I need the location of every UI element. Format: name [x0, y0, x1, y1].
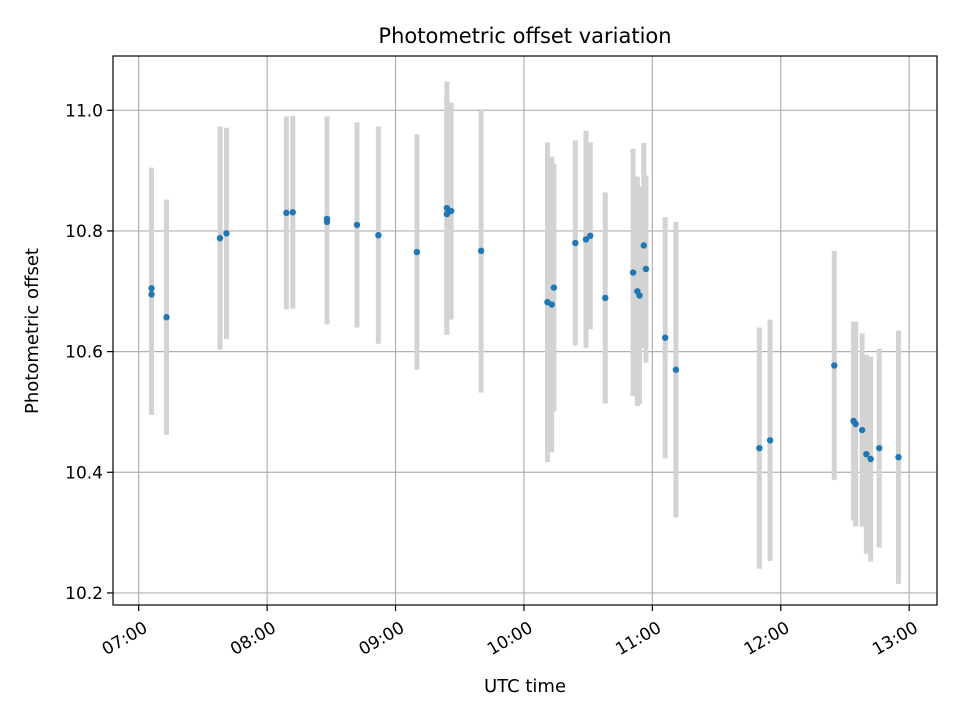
- data-point: [216, 234, 224, 242]
- data-point: [642, 265, 650, 273]
- x-tick-label: 09:00: [356, 618, 408, 660]
- x-axis-label: UTC time: [484, 676, 566, 697]
- data-point: [867, 455, 874, 463]
- data-point: [852, 420, 859, 428]
- data-point: [858, 426, 866, 434]
- x-tick-label: 10:00: [484, 618, 536, 660]
- data-point: [148, 285, 155, 292]
- x-tick-label: 08:00: [227, 618, 279, 660]
- data-point: [756, 444, 763, 452]
- x-tick-label: 11:00: [612, 618, 664, 660]
- data-point: [672, 366, 680, 373]
- y-axis-label: Photometric offset: [22, 248, 43, 414]
- data-point: [163, 314, 170, 321]
- data-point: [863, 450, 870, 458]
- y-tick-label: 10.6: [65, 343, 103, 363]
- data-point: [323, 215, 331, 223]
- data-point: [550, 284, 558, 291]
- y-tick-label: 10.4: [65, 463, 103, 483]
- x-tick-label: 07:00: [99, 618, 151, 660]
- data-point: [582, 236, 590, 243]
- y-tick-label: 10.8: [65, 222, 103, 242]
- data-point: [375, 231, 382, 239]
- data-point: [548, 301, 555, 308]
- data-point: [636, 292, 643, 299]
- data-point: [766, 437, 774, 444]
- data-point: [572, 239, 579, 247]
- data-point: [289, 209, 296, 216]
- plot-frame: [112, 55, 938, 606]
- data-points: [148, 204, 902, 463]
- data-point: [283, 209, 290, 217]
- data-point: [447, 207, 455, 215]
- chart-title: Photometric offset variation: [378, 24, 671, 48]
- x-tick-label: 12:00: [741, 618, 793, 660]
- data-point: [640, 242, 647, 249]
- data-point: [587, 232, 594, 239]
- data-point: [831, 362, 838, 369]
- error-bars: [149, 81, 901, 584]
- data-point: [148, 291, 155, 298]
- data-point: [353, 221, 361, 229]
- data-point: [629, 269, 637, 276]
- data-point: [477, 247, 485, 255]
- x-tick-label: 13:00: [869, 618, 921, 660]
- x-axis-ticks: 07:00 08:00 09:00 10:00 11:00 12:00 13:00: [99, 605, 922, 660]
- data-point: [661, 334, 669, 341]
- grid-lines: [113, 56, 937, 605]
- y-tick-label: 10.2: [65, 584, 103, 604]
- data-point: [413, 248, 421, 256]
- data-point: [876, 444, 883, 452]
- y-axis-ticks: 10.2 10.4 10.6 10.8 11.0: [65, 101, 113, 604]
- y-tick-label: 11.0: [65, 101, 103, 121]
- data-point: [895, 453, 902, 461]
- data-point: [223, 230, 230, 237]
- data-point: [602, 294, 609, 302]
